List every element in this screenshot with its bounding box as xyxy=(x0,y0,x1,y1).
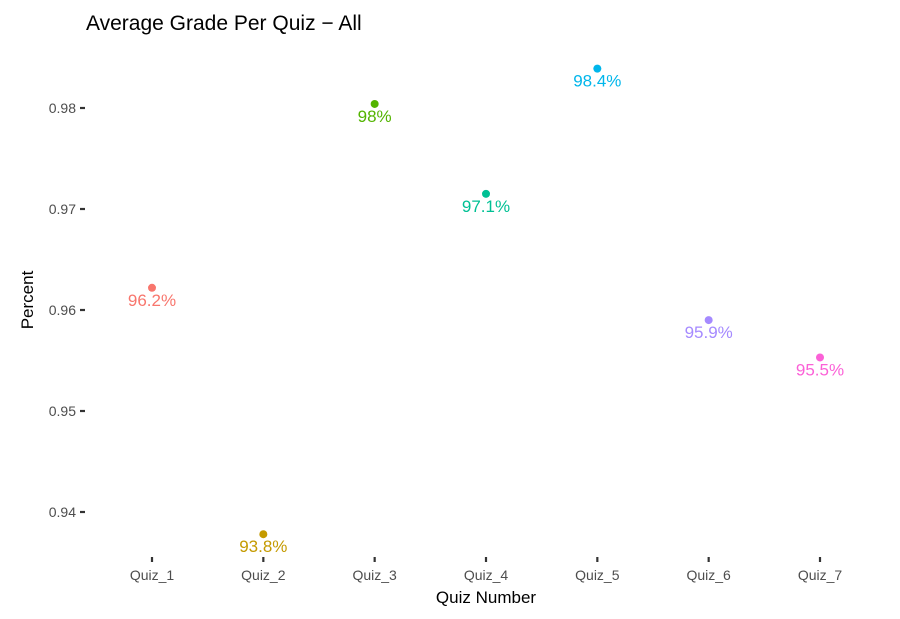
x-tick-label: Quiz_2 xyxy=(241,567,286,583)
y-tick-label: 0.96 xyxy=(49,302,76,318)
data-point xyxy=(370,99,379,108)
data-points: 96.2% 93.8% 98% 97.1% 98.4% 95.9% 95.5% xyxy=(128,64,844,556)
data-point xyxy=(593,64,602,73)
x-tick-label: Quiz_5 xyxy=(575,567,620,583)
data-point xyxy=(482,189,490,198)
x-tick-label: Quiz_3 xyxy=(352,567,397,583)
y-tick-label: 0.94 xyxy=(49,504,76,520)
chart-title: Average Grade Per Quiz − All xyxy=(86,12,362,35)
data-point xyxy=(259,530,268,539)
data-label: 97.1% xyxy=(462,197,510,216)
data-label: 93.8% xyxy=(239,537,287,556)
y-tick-label: 0.95 xyxy=(49,403,76,419)
data-point xyxy=(816,353,824,362)
data-point xyxy=(704,316,713,325)
data-label: 98.4% xyxy=(573,72,621,91)
data-label: 95.9% xyxy=(685,323,733,342)
x-axis: Quiz_1 Quiz_2 Quiz_3 Quiz_4 Quiz_5 Quiz_6 Quiz… xyxy=(130,557,843,583)
y-axis-title: Percent xyxy=(18,270,37,329)
x-axis-title: Quiz Number xyxy=(436,588,536,607)
y-tick-label: 0.97 xyxy=(49,201,76,217)
data-label: 98% xyxy=(358,107,392,126)
y-tick-label: 0.98 xyxy=(49,100,76,116)
data-point xyxy=(148,283,156,292)
x-tick-label: Quiz_7 xyxy=(798,567,843,583)
x-tick-label: Quiz_4 xyxy=(464,567,509,583)
x-tick-label: Quiz_6 xyxy=(686,567,731,583)
data-label: 95.5% xyxy=(796,360,844,379)
data-label: 96.2% xyxy=(128,291,176,310)
x-tick-label: Quiz_1 xyxy=(130,567,175,583)
y-axis: 0.94 0.95 0.96 0.97 0.98 xyxy=(49,100,85,520)
